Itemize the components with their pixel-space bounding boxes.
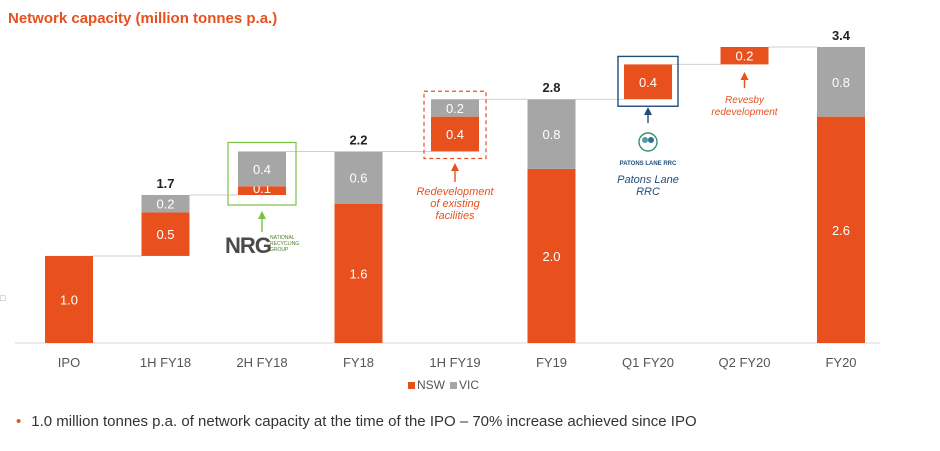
x-tick-label: 1H FY19 (429, 355, 480, 370)
arrow-icon (740, 72, 749, 80)
bar-segment-nsw (238, 186, 286, 195)
nrg-logo-text: GROUP (270, 247, 289, 253)
x-tick-label: FY19 (536, 355, 567, 370)
bullet-icon: • (16, 413, 22, 430)
bar-segment-vic (141, 195, 190, 213)
tree-leaf-icon (648, 137, 654, 143)
x-tick-label: Q1 FY20 (622, 355, 674, 370)
bar-segment-nsw (141, 212, 190, 256)
bar-segment-vic (817, 47, 865, 117)
highlight-box (227, 141, 297, 206)
arrow-icon (258, 211, 266, 219)
data-label: 0.2 (446, 101, 464, 116)
annotation-text: Redevelopment (416, 186, 494, 198)
annotation-text: RRC (636, 186, 660, 198)
bar-segment-nsw (817, 116, 865, 343)
data-label: 0.2 (156, 197, 174, 212)
nrg-logo-text: RECYCLING (270, 241, 299, 247)
annotation-text: facilities (435, 210, 475, 222)
annotation-text: Revesby (725, 95, 765, 106)
bar-segment-vic (431, 99, 479, 117)
x-tick-label: 1H FY18 (140, 355, 191, 370)
data-label: 0.4 (639, 75, 657, 90)
data-label: 0.8 (542, 127, 560, 142)
data-label: 0.4 (253, 162, 271, 177)
bar-segment-nsw (624, 64, 672, 100)
legend-label: VIC (459, 378, 479, 392)
bar-segment-nsw (45, 255, 93, 343)
highlight-box (423, 90, 487, 160)
data-label: 0.5 (156, 227, 174, 242)
bar-segment-vic (238, 151, 286, 187)
data-label: 1.0 (60, 292, 78, 307)
legend-swatch (450, 382, 457, 389)
arrow-icon (451, 163, 459, 171)
arrow-icon (644, 107, 652, 115)
bar-segment-nsw (527, 168, 576, 343)
patons-lane-logo (638, 132, 658, 152)
legend: NSW VIC (408, 378, 479, 392)
total-label: 3.4 (832, 28, 851, 43)
x-tick-label: FY20 (825, 355, 856, 370)
side-marker: □ (0, 293, 6, 303)
x-tick-label: IPO (58, 355, 80, 370)
total-label: 2.8 (542, 80, 560, 95)
bar-segment-nsw (334, 203, 383, 343)
total-label: 1.7 (156, 176, 174, 191)
x-tick-label: 2H FY18 (236, 355, 287, 370)
data-label: 0.8 (832, 75, 850, 90)
bar-segment-vic (334, 151, 383, 204)
bar-segment-nsw (431, 116, 479, 152)
legend-swatch (408, 382, 415, 389)
tree-logo-icon (638, 132, 658, 152)
annotation-text: Patons Lane (617, 174, 679, 186)
data-label: 0.4 (446, 127, 464, 142)
footnote: • 1.0 million tonnes p.a. of network capa… (16, 413, 697, 430)
data-label: 2.0 (542, 249, 560, 264)
annotation-text: redevelopment (711, 107, 778, 118)
data-label: 0.2 (735, 49, 753, 64)
footnote-text: 1.0 million tonnes p.a. of network capac… (31, 413, 697, 430)
annotation-text: of existing (430, 198, 480, 210)
data-label: 2.6 (832, 223, 850, 238)
nrg-logo: NRG (225, 233, 271, 258)
legend-label: NSW (417, 378, 446, 392)
x-tick-label: Q2 FY20 (718, 355, 770, 370)
x-tick-label: FY18 (343, 355, 374, 370)
bar-segment-vic (527, 99, 576, 169)
highlight-box (617, 55, 679, 107)
nrg-logo-text: NATIONAL (270, 235, 295, 241)
chart-title: Network capacity (million tonnes p.a.) (8, 10, 278, 27)
bar-segment-nsw (720, 47, 769, 65)
patons-lane-logo-text: PATONS LANE RRC (620, 161, 677, 167)
data-label: 0.6 (349, 171, 367, 186)
tree-leaf-icon (642, 137, 648, 143)
total-label: 2.2 (349, 132, 367, 147)
data-label: 1.6 (349, 266, 367, 281)
